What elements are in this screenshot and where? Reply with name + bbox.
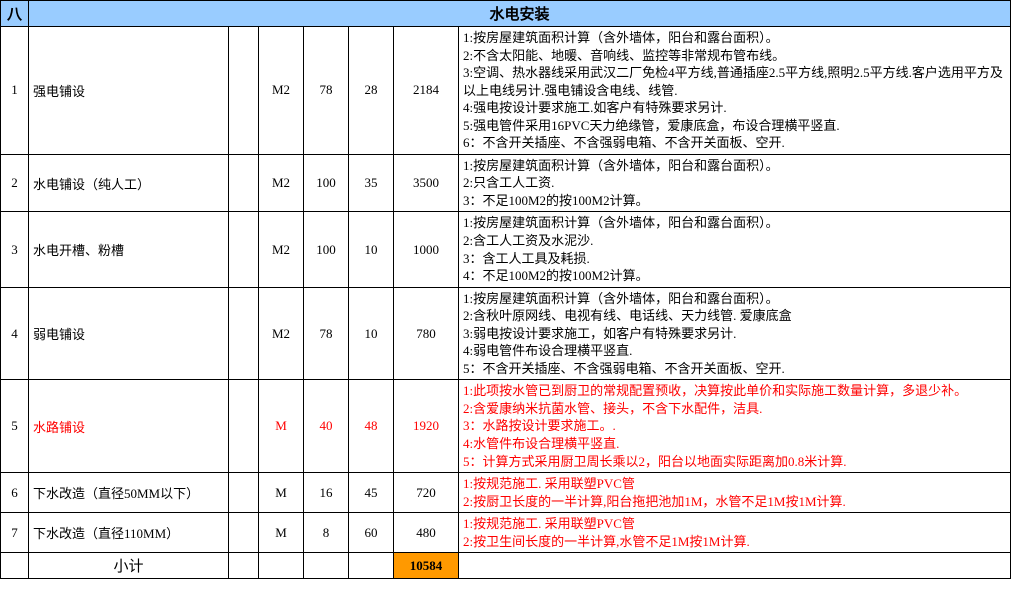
row-unit: M2 xyxy=(259,154,304,212)
desc-line: 1:按房屋建筑面积计算（含外墙体，阳台和露台面积）。 xyxy=(463,29,1006,47)
row-desc: 1:按规范施工. 采用联塑PVC管2:按厨卫长度的一半计算,阳台拖把池加1M，水… xyxy=(459,473,1011,513)
subtotal-value: 10584 xyxy=(394,553,459,579)
header-row: 八 水电安装 xyxy=(1,1,1011,27)
row-qty: 40 xyxy=(304,380,349,473)
desc-line: 1:按房屋建筑面积计算（含外墙体，阳台和露台面积）。 xyxy=(463,290,1006,308)
row-unit: M2 xyxy=(259,212,304,287)
subtotal-row: 小计 10584 xyxy=(1,553,1011,579)
row-blank xyxy=(229,380,259,473)
row-total: 1000 xyxy=(394,212,459,287)
subtotal-label: 小计 xyxy=(29,553,229,579)
row-total: 480 xyxy=(394,513,459,553)
desc-line: 2:按厨卫长度的一半计算,阳台拖把池加1M，水管不足1M按1M计算. xyxy=(463,493,1006,511)
row-blank xyxy=(229,473,259,513)
row-blank xyxy=(229,212,259,287)
row-name: 弱电铺设 xyxy=(29,287,229,380)
row-desc: 1:按房屋建筑面积计算（含外墙体，阳台和露台面积）。2:只含工人工资.3：不足1… xyxy=(459,154,1011,212)
row-index: 4 xyxy=(1,287,29,380)
desc-line: 4:强电按设计要求施工.如客户有特殊要求另计. xyxy=(463,99,1006,117)
table-row: 3水电开槽、粉槽 M21001010001:按房屋建筑面积计算（含外墙体，阳台和露… xyxy=(1,212,1011,287)
desc-line: 6：不含开关插座、不含强弱电箱、不含开关面板、空开. xyxy=(463,134,1006,152)
row-index: 1 xyxy=(1,27,29,155)
row-total: 3500 xyxy=(394,154,459,212)
row-blank xyxy=(229,27,259,155)
row-price: 48 xyxy=(349,380,394,473)
row-total: 720 xyxy=(394,473,459,513)
row-qty: 100 xyxy=(304,154,349,212)
row-index: 7 xyxy=(1,513,29,553)
row-blank xyxy=(229,287,259,380)
desc-line: 4:弱电管件布设合理横平竖直. xyxy=(463,342,1006,360)
desc-line: 3:弱电按设计要求施工，如客户有特殊要求另计. xyxy=(463,325,1006,343)
row-unit: M xyxy=(259,513,304,553)
section-no: 八 xyxy=(1,1,29,27)
row-price: 10 xyxy=(349,287,394,380)
row-blank xyxy=(229,513,259,553)
desc-line: 4:水管件布设合理横平竖直. xyxy=(463,435,1006,453)
row-price: 28 xyxy=(349,27,394,155)
row-name: 水路铺设 xyxy=(29,380,229,473)
row-qty: 8 xyxy=(304,513,349,553)
desc-line: 1:按房屋建筑面积计算（含外墙体，阳台和露台面积）。 xyxy=(463,214,1006,232)
desc-line: 2:只含工人工资. xyxy=(463,174,1006,192)
desc-line: 3：含工人工具及耗损. xyxy=(463,250,1006,268)
desc-line: 2:含爱康纳米抗菌水管、接头，不含下水配件，洁具. xyxy=(463,400,1006,418)
row-desc: 1:此项按水管已到厨卫的常规配置预收，决算按此单价和实际施工数量计算，多退少补。… xyxy=(459,380,1011,473)
row-total: 1920 xyxy=(394,380,459,473)
row-name: 水电开槽、粉槽 xyxy=(29,212,229,287)
desc-line: 3：不足100M2的按100M2计算。 xyxy=(463,192,1006,210)
desc-line: 1:按规范施工. 采用联塑PVC管 xyxy=(463,515,1006,533)
row-total: 780 xyxy=(394,287,459,380)
table-row: 5水路铺设 M404819201:此项按水管已到厨卫的常规配置预收，决算按此单价和… xyxy=(1,380,1011,473)
row-name: 强电铺设 xyxy=(29,27,229,155)
table-row: 1强电铺设M2782821841:按房屋建筑面积计算（含外墙体，阳台和露台面积）… xyxy=(1,27,1011,155)
desc-line: 3：水路按设计要求施工。. xyxy=(463,417,1006,435)
row-qty: 100 xyxy=(304,212,349,287)
desc-line: 5：不含开关插座、不含强弱电箱、不含开关面板、空开. xyxy=(463,360,1006,378)
row-index: 2 xyxy=(1,154,29,212)
row-desc: 1:按规范施工. 采用联塑PVC管2:按卫生间长度的一半计算,水管不足1M按1M… xyxy=(459,513,1011,553)
desc-line: 2:按卫生间长度的一半计算,水管不足1M按1M计算. xyxy=(463,533,1006,551)
table-row: 2水电铺设（纯人工） M21003535001:按房屋建筑面积计算（含外墙体，阳台… xyxy=(1,154,1011,212)
desc-line: 2:含秋叶原网线、电视有线、电话线、天力线管. 爱康底盒 xyxy=(463,307,1006,325)
row-desc: 1:按房屋建筑面积计算（含外墙体，阳台和露台面积）。2:含秋叶原网线、电视有线、… xyxy=(459,287,1011,380)
desc-line: 2:含工人工资及水泥沙. xyxy=(463,232,1006,250)
install-table: 八 水电安装 1强电铺设M2782821841:按房屋建筑面积计算（含外墙体，阳… xyxy=(0,0,1011,579)
row-index: 5 xyxy=(1,380,29,473)
desc-line: 1:此项按水管已到厨卫的常规配置预收，决算按此单价和实际施工数量计算，多退少补。 xyxy=(463,382,1006,400)
row-price: 35 xyxy=(349,154,394,212)
row-desc: 1:按房屋建筑面积计算（含外墙体，阳台和露台面积）。2:不含太阳能、地暖、音响线… xyxy=(459,27,1011,155)
desc-line: 1:按规范施工. 采用联塑PVC管 xyxy=(463,475,1006,493)
row-unit: M xyxy=(259,380,304,473)
row-unit: M2 xyxy=(259,287,304,380)
table-row: 7下水改造（直径110MM） M8604801:按规范施工. 采用联塑PVC管2:… xyxy=(1,513,1011,553)
row-unit: M2 xyxy=(259,27,304,155)
desc-line: 3:空调、热水器线采用武汉二厂免检4平方线,普通插座2.5平方线,照明2.5平方… xyxy=(463,64,1006,99)
desc-line: 4：不足100M2的按100M2计算。 xyxy=(463,267,1006,285)
row-name: 水电铺设（纯人工） xyxy=(29,154,229,212)
table-row: 6下水改造（直径50MM以下） M16457201:按规范施工. 采用联塑PVC管… xyxy=(1,473,1011,513)
row-qty: 78 xyxy=(304,27,349,155)
row-blank xyxy=(229,154,259,212)
section-title: 水电安装 xyxy=(29,1,1011,27)
row-price: 60 xyxy=(349,513,394,553)
row-total: 2184 xyxy=(394,27,459,155)
table-row: 4弱电铺设 M278107801:按房屋建筑面积计算（含外墙体，阳台和露台面积）。… xyxy=(1,287,1011,380)
row-price: 10 xyxy=(349,212,394,287)
row-index: 3 xyxy=(1,212,29,287)
row-unit: M xyxy=(259,473,304,513)
desc-line: 5:强电管件采用16PVC天力绝缘管，爱康底盒，布设合理横平竖直. xyxy=(463,117,1006,135)
row-desc: 1:按房屋建筑面积计算（含外墙体，阳台和露台面积）。2:含工人工资及水泥沙.3：… xyxy=(459,212,1011,287)
row-index: 6 xyxy=(1,473,29,513)
desc-line: 1:按房屋建筑面积计算（含外墙体，阳台和露台面积）。 xyxy=(463,157,1006,175)
desc-line: 5：计算方式采用厨卫周长乘以2，阳台以地面实际距离加0.8米计算. xyxy=(463,453,1006,471)
desc-line: 2:不含太阳能、地暖、音响线、监控等非常规布管布线。 xyxy=(463,47,1006,65)
row-qty: 78 xyxy=(304,287,349,380)
row-price: 45 xyxy=(349,473,394,513)
row-name: 下水改造（直径50MM以下） xyxy=(29,473,229,513)
row-qty: 16 xyxy=(304,473,349,513)
row-name: 下水改造（直径110MM） xyxy=(29,513,229,553)
